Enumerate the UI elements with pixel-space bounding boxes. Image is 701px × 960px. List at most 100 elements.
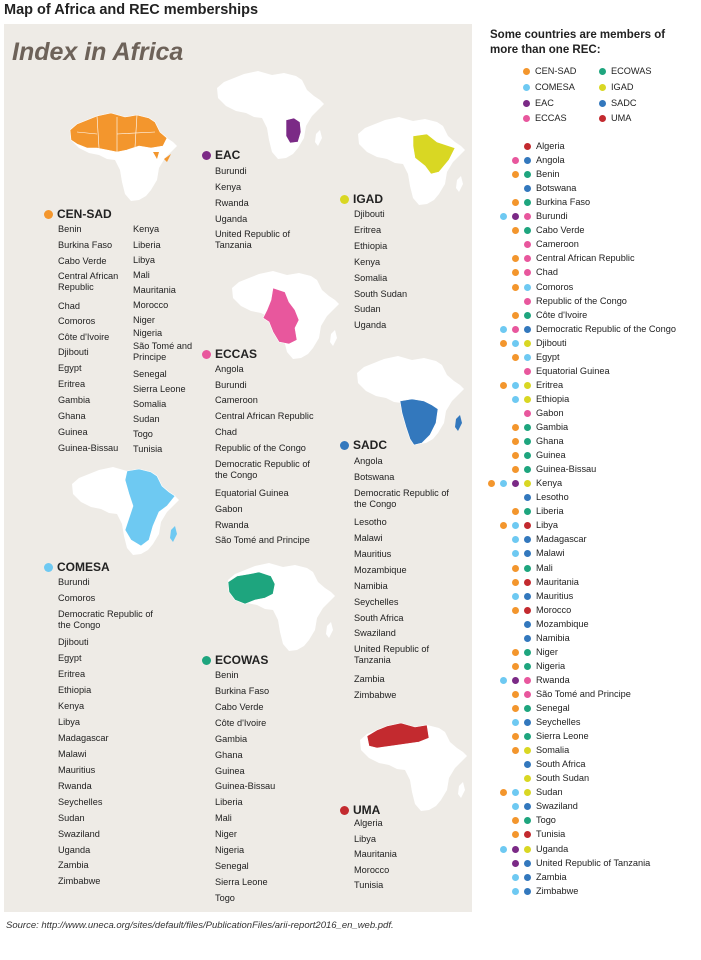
group-country: Gambia [215, 734, 248, 744]
group-country: Djibouti [354, 209, 385, 219]
rec-dot-icon [500, 522, 507, 530]
group-country: Democratic Republic of the Congo [58, 609, 153, 630]
rec-dot-icon [524, 311, 531, 319]
membership-row: Sudan [470, 786, 701, 800]
membership-country: Botswana [536, 183, 577, 194]
membership-row: Ethiopia [470, 393, 701, 407]
rec-dot-icon [500, 213, 507, 221]
rec-dot-icon [524, 634, 531, 642]
rec-dot-icon [512, 859, 519, 867]
membership-country: Gambia [536, 422, 569, 432]
membership-country: Rwanda [536, 674, 570, 685]
membership-country: Benin [536, 169, 560, 180]
rec-dot-icon [524, 185, 531, 193]
group-dot-icon [202, 150, 211, 160]
group-dot-icon [340, 805, 349, 815]
membership-country: Mauritius [536, 590, 574, 601]
group-country: Burundi [215, 380, 247, 390]
rec-dot-icon [512, 887, 519, 895]
rec-dot-icon [524, 395, 531, 403]
membership-country: Liberia [536, 506, 564, 517]
group-country: Zambia [354, 674, 385, 684]
rec-dot-icon [500, 339, 507, 347]
rec-dot-icon [512, 255, 519, 263]
group-country: Rwanda [215, 198, 249, 208]
group-country: Benin [215, 670, 239, 680]
membership-row: Seychelles [470, 716, 701, 730]
group-country: Senegal [215, 861, 249, 871]
rec-dot-icon [524, 705, 531, 712]
rec-dot-icon [524, 171, 531, 179]
rec-dot-icon [524, 466, 531, 474]
group-heading-eccas: ECCAS [202, 347, 257, 361]
rec-dot-icon [512, 564, 519, 572]
legend-label: ECCAS [535, 113, 567, 123]
group-name: ECCAS [215, 347, 258, 361]
membership-country: Sierra Leone [536, 731, 589, 742]
group-country: Eritrea [58, 669, 86, 679]
rec-dot-icon [524, 887, 531, 895]
group-country: South Sudan [354, 289, 408, 299]
legend-label: IGAD [611, 82, 634, 92]
group-heading-sadc: SADC [340, 438, 387, 452]
membership-row: Botswana [470, 182, 701, 196]
membership-row: Côte d'Ivoire [470, 309, 701, 323]
membership-country: Zambia [536, 871, 567, 882]
group-country: Central African Republic [215, 411, 314, 421]
group-country: Lesotho [354, 517, 387, 527]
rec-dot-icon [512, 283, 519, 291]
rec-dot-icon [512, 452, 519, 460]
membership-country: Algeria [536, 141, 565, 151]
rec-dot-icon [524, 873, 531, 881]
group-country: Ghana [58, 411, 86, 421]
index-title: Index in Africa [12, 38, 184, 66]
membership-row: Eritrea [470, 379, 701, 393]
group-country: Eritrea [354, 225, 382, 235]
group-heading-ecowas: ECOWAS [202, 653, 268, 667]
membership-country: Cabo Verde [536, 225, 585, 236]
source-note: Source: http://www.uneca.org/sites/defau… [6, 920, 394, 931]
legend-label: EAC [535, 98, 554, 108]
rec-dot-icon [512, 227, 519, 235]
membership-country: Ghana [536, 436, 564, 447]
membership-row: Equatorial Guinea [470, 365, 701, 379]
membership-country: Lesotho [536, 492, 569, 503]
membership-country: Seychelles [536, 717, 581, 728]
rec-dot-icon [524, 789, 531, 797]
membership-country: Morocco [536, 604, 572, 615]
membership-country: South Africa [536, 759, 586, 770]
group-country: Togo [133, 429, 153, 439]
legend-label: ECOWAS [611, 66, 652, 76]
membership-row: Gabon [470, 407, 701, 421]
group-country: Angola [215, 364, 244, 374]
legend-dot-icon [599, 114, 606, 122]
group-country: Guinea [215, 766, 245, 776]
rec-dot-icon [512, 873, 519, 881]
membership-row: Ghana [470, 435, 701, 449]
group-country: Somalia [133, 399, 167, 409]
group-country: Burundi [215, 166, 247, 176]
group-country: Ethiopia [58, 685, 92, 695]
rec-dot-icon [500, 480, 507, 488]
membership-row: Angola [470, 154, 701, 168]
rec-dot-icon [512, 845, 519, 853]
legend-item: IGAD [599, 82, 633, 92]
group-country: Kenya [58, 701, 85, 711]
rec-dot-icon [500, 676, 507, 684]
group-name: UMA [353, 803, 381, 817]
legend-dot-icon [599, 99, 606, 107]
group-country: Angola [354, 456, 383, 466]
group-country: Sudan [354, 304, 381, 314]
membership-country: United Republic of Tanzania [536, 857, 651, 868]
group-country: Chad [215, 427, 237, 437]
rec-dot-icon [512, 662, 519, 670]
group-country: Madagascar [58, 733, 109, 743]
group-country: Namibia [354, 581, 388, 591]
group-country: Uganda [354, 320, 387, 330]
rec-dot-icon [512, 508, 519, 516]
group-country: Rwanda [58, 781, 92, 791]
membership-row: Democratic Republic of the Congo [470, 323, 701, 337]
group-country: Nigeria [215, 845, 245, 855]
group-country: Democratic Republic of the Congo [354, 488, 449, 509]
legend-item: ECCAS [523, 113, 567, 123]
